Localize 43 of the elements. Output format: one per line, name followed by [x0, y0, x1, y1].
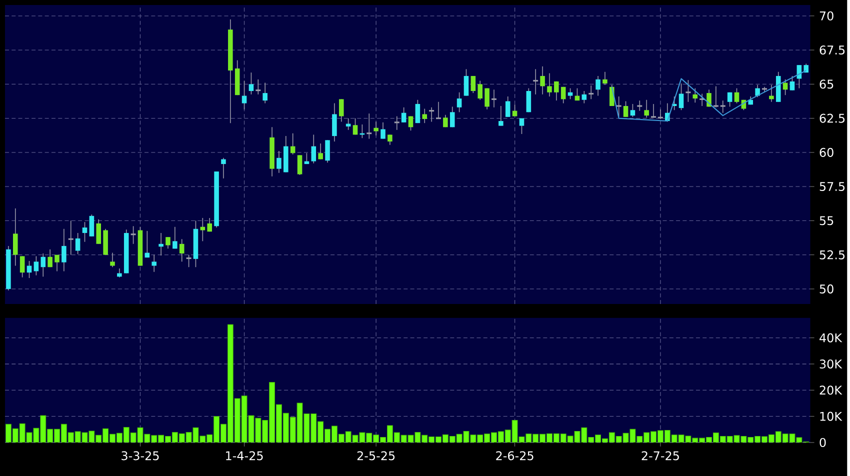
- y-tick-label: 65: [820, 79, 834, 88]
- y-tick-label: 50: [820, 284, 834, 294]
- candlestick: [602, 71, 608, 86]
- y-tick-label: 67.5: [820, 45, 845, 54]
- y-tick-label: 62.5: [820, 114, 845, 123]
- candlestick: [657, 108, 664, 120]
- candlestick: [532, 68, 539, 95]
- candlestick: [636, 100, 643, 111]
- candlestick: [394, 116, 400, 130]
- candlestick: [366, 112, 372, 139]
- y-tick-label: 70: [820, 11, 834, 20]
- y-tick-label: 0: [820, 438, 826, 447]
- candlestick: [152, 254, 157, 272]
- x-tick-label: 2-5-25: [357, 451, 395, 460]
- x-tick-label: 1-4-25: [226, 451, 263, 460]
- candlestick: [650, 103, 657, 118]
- candlestick: [374, 121, 378, 136]
- candlestick: [130, 226, 137, 244]
- y-tick-label: 40K: [820, 333, 842, 342]
- candlestick: [720, 100, 726, 114]
- candlestick: [769, 84, 774, 102]
- candlestick: [712, 86, 720, 108]
- candlestick: [684, 79, 692, 102]
- y-tick-label: 55: [820, 216, 834, 225]
- candlestick: [158, 232, 164, 256]
- candlestick: [428, 106, 435, 122]
- y-tick-label: 10K: [820, 412, 842, 421]
- line-series: [611, 70, 807, 122]
- candlestick: [254, 78, 262, 95]
- y-tick-label: 30K: [820, 359, 842, 368]
- x-tick-label: 2-6-25: [496, 451, 534, 460]
- candlestick: [588, 84, 594, 100]
- candlestick: [490, 89, 498, 108]
- y-tick-label: 20K: [820, 385, 842, 394]
- candlestick: [692, 88, 698, 103]
- x-tick-label: 3-3-25: [122, 451, 159, 460]
- candlestick: [435, 101, 442, 119]
- candlestick: [616, 96, 622, 118]
- candlestick: [68, 220, 74, 256]
- y-tick-label: 52.5: [820, 250, 845, 260]
- y-tick-label: 57.5: [820, 182, 845, 191]
- x-tick-label: 2-7-25: [642, 451, 679, 460]
- y-tick-label: 60: [820, 148, 834, 157]
